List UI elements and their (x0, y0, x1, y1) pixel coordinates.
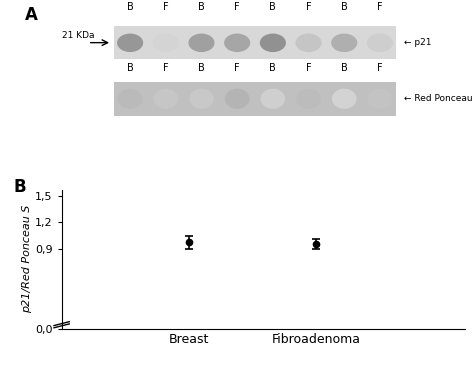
Text: B: B (341, 2, 347, 12)
Ellipse shape (118, 89, 143, 109)
Ellipse shape (295, 34, 321, 52)
Text: A: A (26, 5, 38, 24)
Ellipse shape (117, 34, 143, 52)
Text: F: F (306, 63, 311, 73)
Ellipse shape (332, 89, 356, 109)
Y-axis label: p21/Red Ponceau S: p21/Red Ponceau S (22, 205, 32, 313)
Ellipse shape (296, 89, 321, 109)
Ellipse shape (260, 34, 286, 52)
Text: B: B (127, 2, 134, 12)
Ellipse shape (367, 89, 392, 109)
Text: F: F (377, 2, 383, 12)
Text: B: B (198, 63, 205, 73)
Ellipse shape (225, 89, 249, 109)
Text: B: B (127, 63, 134, 73)
Bar (114, 26, 396, 59)
Ellipse shape (153, 34, 179, 52)
Text: ← Red Ponceau S: ← Red Ponceau S (404, 94, 474, 103)
Text: F: F (163, 2, 169, 12)
Text: ← p21: ← p21 (404, 38, 432, 47)
Text: B: B (13, 178, 26, 196)
Ellipse shape (154, 89, 178, 109)
Ellipse shape (224, 34, 250, 52)
Ellipse shape (261, 89, 285, 109)
Ellipse shape (331, 34, 357, 52)
Text: F: F (234, 2, 240, 12)
Text: 21 KDa: 21 KDa (62, 31, 94, 41)
Text: B: B (270, 2, 276, 12)
Text: F: F (163, 63, 169, 73)
Ellipse shape (189, 34, 215, 52)
Ellipse shape (367, 34, 393, 52)
Text: B: B (341, 63, 347, 73)
Ellipse shape (189, 89, 214, 109)
Text: B: B (270, 63, 276, 73)
Text: F: F (234, 63, 240, 73)
Text: F: F (377, 63, 383, 73)
Text: F: F (306, 2, 311, 12)
Bar (114, 82, 396, 116)
Text: B: B (198, 2, 205, 12)
